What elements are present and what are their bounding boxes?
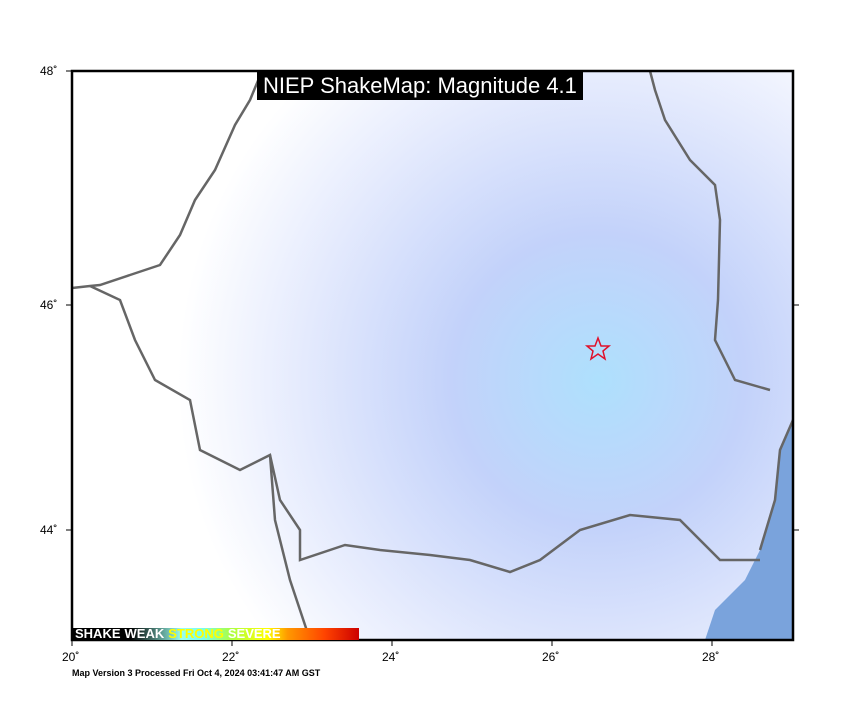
legend-label: SEVERE [227, 628, 281, 640]
intensity-field [72, 71, 793, 640]
epicenter-star-icon [584, 335, 612, 361]
lat-tick: 46˚ [40, 298, 58, 312]
map-frame [70, 69, 795, 642]
lon-tick: 26˚ [542, 650, 560, 664]
map-version-footer: Map Version 3 Processed Fri Oct 4, 2024 … [72, 668, 321, 678]
lon-tick: 28˚ [702, 650, 720, 664]
borders [71, 70, 795, 641]
lat-tick: 44˚ [40, 523, 58, 537]
lon-tick: 20˚ [62, 650, 80, 664]
lon-tick: 22˚ [222, 650, 240, 664]
legend-label: STRONG [168, 628, 224, 640]
legend-label: WEAK [124, 628, 165, 640]
lat-tick: 48˚ [40, 64, 58, 78]
map-title: NIEP ShakeMap: Magnitude 4.1 [257, 72, 583, 100]
lon-tick: 24˚ [382, 650, 400, 664]
legend-label: SHAKE [75, 628, 121, 640]
intensity-legend: SHAKE WEAK STRONG SEVERE [73, 628, 359, 640]
black-sea [705, 420, 793, 640]
